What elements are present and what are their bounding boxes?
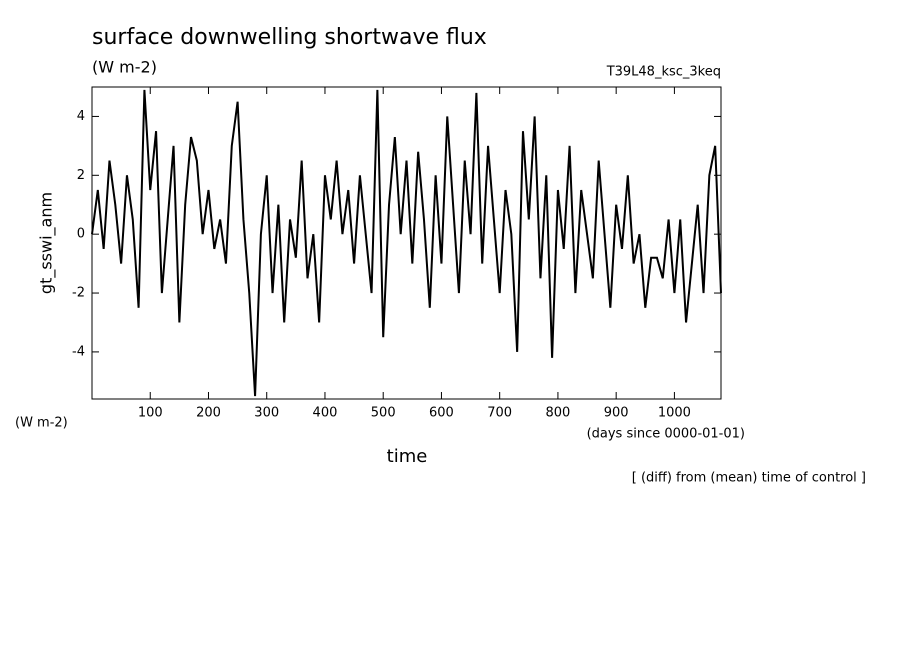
x-tick-label: 1000 [658,406,691,421]
x-axis-label: time [387,446,428,467]
plot-frame [91,86,722,400]
x-tick-label: 900 [604,406,629,421]
x-tick-label: 600 [429,406,454,421]
x-tick-label: 200 [196,406,221,421]
y-tick-label: 2 [77,168,85,183]
x-tick-label: 500 [371,406,396,421]
y-tick-label: 0 [77,227,85,242]
data-line [91,89,722,397]
subtitle: (W m-2) [92,58,157,77]
annotation: T39L48_ksc_3keq [606,65,721,80]
y-axis-label: gt_sswi_anm [37,192,57,294]
x-units: (days since 0000-01-01) [587,427,745,442]
x-tick-label: 300 [254,406,279,421]
y-tick-label: -2 [72,286,85,301]
y-units: (W m-2) [15,416,68,431]
footnote: [ (diff) from (mean) time of control ] [632,471,866,486]
x-tick-label: 400 [313,406,338,421]
x-tick-label: 100 [138,406,163,421]
y-tick-label: 4 [77,109,85,124]
x-tick-label: 800 [546,406,571,421]
y-tick-label: -4 [72,344,85,359]
x-tick-label: 700 [487,406,512,421]
chart-title: surface downwelling shortwave flux [92,25,487,50]
